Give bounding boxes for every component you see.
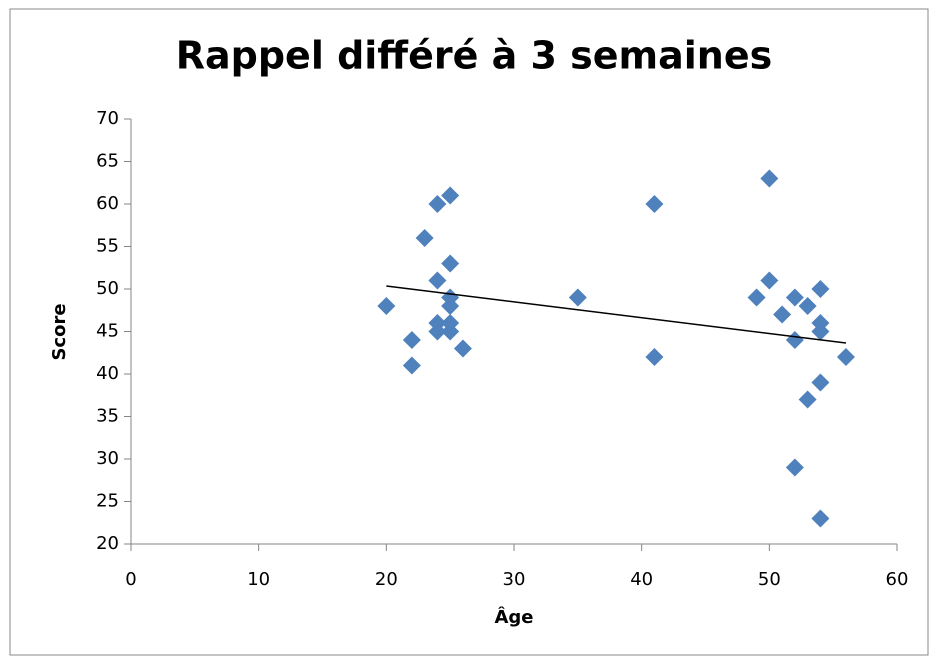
trendline: [386, 285, 847, 344]
point: [773, 305, 792, 324]
x-tick-label: 10: [247, 569, 270, 590]
point: [441, 254, 460, 273]
point: [428, 322, 447, 341]
y-tick-label: 35: [96, 406, 119, 427]
x-tick-label: 40: [630, 569, 653, 590]
y-axis-label: Score: [49, 303, 70, 360]
y-tick-label: 30: [96, 448, 119, 469]
point: [428, 271, 447, 290]
point: [811, 322, 830, 341]
point: [441, 186, 460, 205]
y-tick-label: 55: [96, 236, 119, 257]
point: [415, 229, 434, 247]
point: [785, 288, 804, 307]
point: [811, 509, 830, 528]
point: [836, 348, 855, 366]
x-tick-label: 30: [503, 569, 526, 590]
point: [785, 458, 804, 477]
point: [811, 373, 830, 392]
chart-border: [9, 8, 929, 656]
point: [402, 331, 421, 349]
x-tick-label: 20: [375, 569, 398, 590]
y-tick-label: 65: [96, 151, 119, 172]
y-tick-label: 25: [96, 491, 119, 512]
point: [798, 390, 817, 409]
x-tick-label: 50: [758, 569, 781, 590]
point: [441, 322, 460, 341]
point: [453, 339, 472, 358]
point: [441, 297, 460, 315]
x-tick-label: 60: [886, 569, 909, 590]
y-tick-label: 20: [96, 533, 119, 554]
point: [811, 280, 830, 298]
y-tick-label: 45: [96, 321, 119, 342]
point: [402, 356, 421, 375]
point: [798, 297, 817, 315]
x-axis-label: Âge: [494, 606, 533, 628]
chart-title: Rappel différé à 3 semaines: [176, 34, 773, 78]
point: [747, 288, 766, 307]
x-tick-label: 0: [125, 569, 136, 590]
y-tick-label: 50: [96, 278, 119, 299]
point: [645, 348, 664, 366]
y-tick-label: 70: [96, 108, 119, 129]
point: [428, 195, 447, 213]
point: [645, 195, 664, 213]
y-tick-label: 60: [96, 193, 119, 214]
y-tick-label: 40: [96, 363, 119, 384]
point: [760, 271, 779, 290]
point: [760, 169, 779, 188]
point: [377, 297, 396, 315]
point: [568, 288, 587, 307]
